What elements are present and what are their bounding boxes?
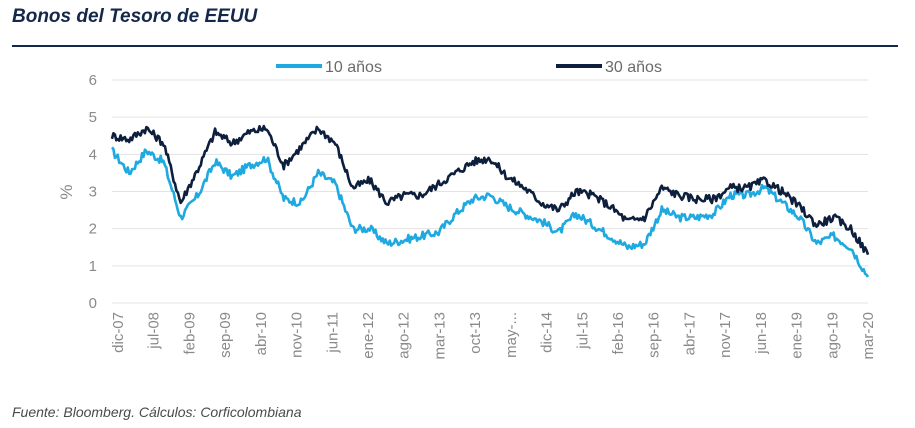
series-layer [110,124,870,278]
x-tick-label: mar-13 [431,312,448,360]
x-tick-label: ene-12 [360,312,377,359]
chart-title: Bonos del Tesoro de EEUU [12,6,258,27]
x-tick-label: oct-13 [467,312,484,354]
x-tick-label: sep-16 [646,312,663,358]
x-tick-label: abr-17 [681,312,698,355]
gridlines [112,79,868,304]
x-tick-label: dic-07 [110,312,127,353]
x-tick-label: mar-20 [860,312,877,360]
title-rule [12,45,898,47]
legend-label-10y: 10 años [325,59,382,76]
series-line-30y [110,124,870,256]
x-tick-label: feb-16 [610,312,627,355]
y-axis-label: % [57,184,76,199]
legend-label-30y: 30 años [605,59,662,76]
series-line-10y [111,146,870,278]
y-tick-label: 4 [89,146,97,163]
source-note: Fuente: Bloomberg. Cálculos: Corficolomb… [12,404,302,420]
x-tick-label: may-... [503,312,520,358]
legend: 10 años 30 años [276,59,662,76]
x-tick-label: ago-12 [396,312,413,359]
x-tick-label: jul-15 [574,312,591,350]
x-tick-label: feb-09 [181,312,198,355]
x-tick-label: nov-17 [717,312,734,358]
x-tick-label: ago-19 [824,312,841,359]
x-tick-label: abr-10 [253,312,270,355]
x-tick-label: jun-18 [753,312,770,355]
x-tick-label: sep-09 [217,312,234,358]
y-tick-label: 0 [89,295,97,312]
y-tick-label: 2 [89,221,97,238]
y-tick-label: 6 [89,72,97,89]
x-tick-label: ene-19 [789,312,806,359]
x-tick-label: dic-14 [539,312,556,353]
x-tick-label: nov-10 [289,312,306,358]
y-tick-label: 1 [89,258,97,275]
y-axis-ticks: 0 1 2 3 4 5 6 [89,72,97,312]
y-tick-label: 3 [89,184,97,201]
line-chart: 0 1 2 3 4 5 6 dic-07 jul-08 feb-09 sep-09 abr-10 no… [57,59,877,360]
y-tick-label: 5 [89,109,97,126]
x-tick-label: jun-11 [324,312,341,354]
x-axis-ticks: dic-07 jul-08 feb-09 sep-09 abr-10 nov-10 jun-… [110,312,877,360]
x-tick-label: jul-08 [146,312,163,350]
